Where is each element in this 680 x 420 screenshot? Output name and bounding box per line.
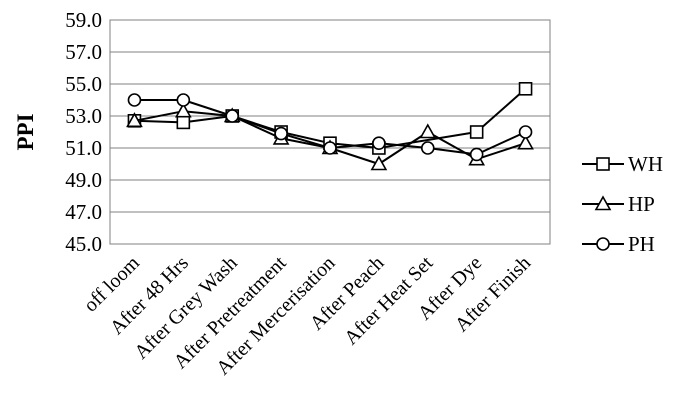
legend-label: HP xyxy=(628,192,655,216)
y-tick-label: 57.0 xyxy=(65,40,102,64)
y-axis-label: PPI xyxy=(13,113,38,150)
series-line-segment xyxy=(476,142,526,161)
y-tick-label: 45.0 xyxy=(65,232,102,256)
data-point-ph xyxy=(176,93,191,107)
data-point-hp xyxy=(419,123,437,139)
series-line-segment xyxy=(476,88,527,133)
legend-marker xyxy=(594,195,612,211)
series-line-segment xyxy=(183,99,233,117)
series-line-segment xyxy=(134,110,184,122)
data-point-wh xyxy=(176,115,191,130)
y-tick-label: 53.0 xyxy=(65,104,102,128)
data-point-hp xyxy=(126,112,143,128)
series-line-segment xyxy=(476,131,526,156)
data-point-ph xyxy=(274,126,288,141)
series-ph xyxy=(127,93,533,162)
data-point-hp xyxy=(517,134,534,150)
legend-label: PH xyxy=(628,232,655,256)
series-line-segment xyxy=(427,131,478,161)
series-line-segment xyxy=(329,147,380,165)
y-tick-label: 49.0 xyxy=(65,168,102,192)
y-tick-label: 51.0 xyxy=(65,136,102,160)
data-point-wh xyxy=(518,82,533,96)
plot-area xyxy=(109,19,551,245)
series-line-segment xyxy=(427,147,477,156)
series-line-segment xyxy=(183,110,233,117)
legend-item-hp: HP xyxy=(582,192,655,216)
data-point-wh xyxy=(469,125,484,139)
data-point-ph xyxy=(420,141,435,155)
data-point-ph xyxy=(372,136,386,150)
series-line-segment xyxy=(329,142,379,149)
data-series xyxy=(126,82,534,171)
data-point-hp xyxy=(370,155,388,171)
data-point-ph xyxy=(469,147,484,162)
y-tick-label: 55.0 xyxy=(65,72,102,96)
series-line-segment xyxy=(280,131,331,145)
series-line-segment xyxy=(134,119,184,124)
legend: WH HP PH xyxy=(582,152,663,256)
data-point-ph xyxy=(225,109,240,123)
data-point-ph xyxy=(323,141,337,155)
y-tick-label: 47.0 xyxy=(65,200,102,224)
legend-item-wh: WH xyxy=(582,152,663,176)
series-line-segment xyxy=(378,142,428,149)
data-point-ph xyxy=(518,125,533,139)
y-axis-tick-labels: 45.0 47.0 49.0 51.0 53.0 55.0 57.0 59.0 xyxy=(65,8,102,256)
series-line-segment xyxy=(183,115,233,124)
y-tick-label: 59.0 xyxy=(65,8,102,32)
series-line-segment xyxy=(231,115,282,135)
data-point-hp xyxy=(174,102,192,118)
legend-marker xyxy=(596,237,610,251)
series-line-segment xyxy=(280,132,331,149)
legend-label: WH xyxy=(628,152,663,176)
legend-marker xyxy=(596,157,610,171)
data-point-ph xyxy=(127,93,142,107)
legend-item-ph: PH xyxy=(582,232,655,256)
series-line-segment xyxy=(378,131,429,165)
